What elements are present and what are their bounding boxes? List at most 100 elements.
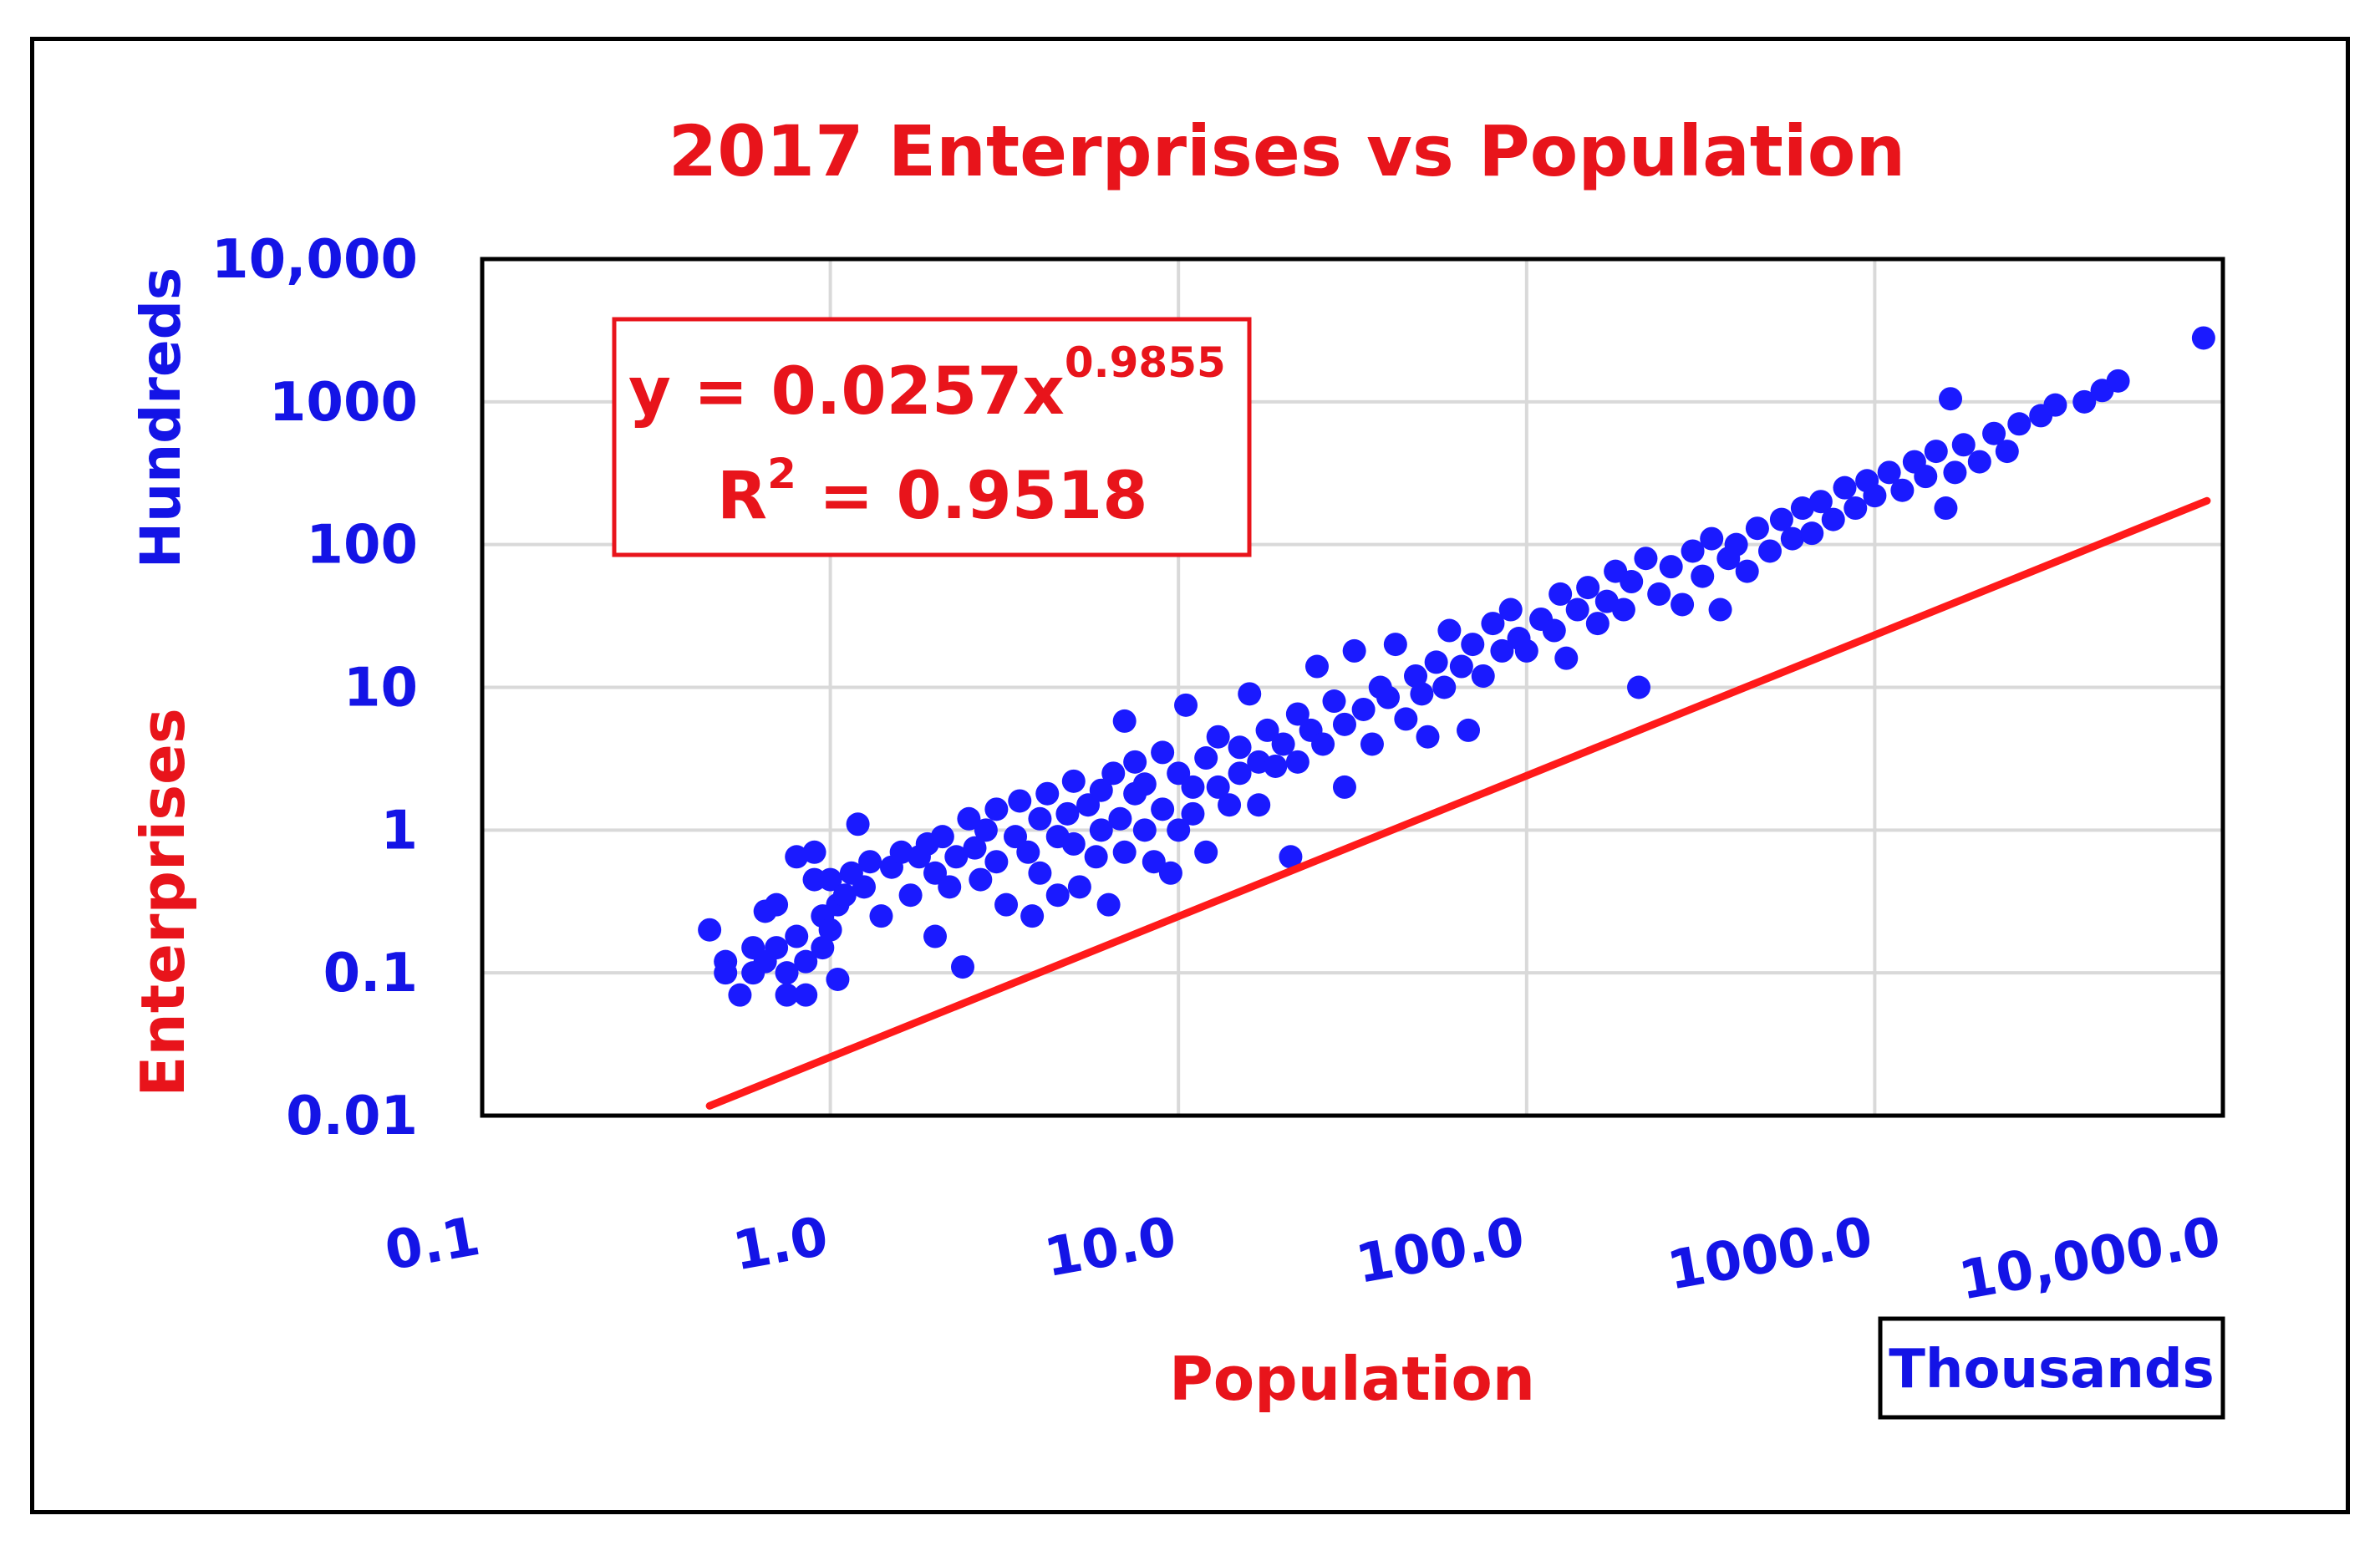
scatter-point xyxy=(1151,797,1175,821)
scatter-point xyxy=(1877,460,1901,485)
scatter-point xyxy=(984,850,1009,874)
equation-exponent: 0.9855 xyxy=(1065,338,1226,387)
r2-superscript: 2 xyxy=(767,450,796,498)
scatter-point xyxy=(1549,582,1573,606)
scatter-point xyxy=(1061,769,1086,793)
scatter-point xyxy=(1585,612,1610,636)
scatter-point xyxy=(1863,484,1887,508)
scatter-point xyxy=(1769,507,1793,531)
scatter-point xyxy=(889,840,913,864)
scatter-point xyxy=(728,983,752,1007)
scatter-point xyxy=(1416,725,1440,749)
scatter-point xyxy=(1833,475,1857,500)
scatter-point xyxy=(957,806,981,831)
scatter-point xyxy=(1424,650,1448,674)
scatter-point xyxy=(1096,892,1121,917)
scatter-point xyxy=(1167,761,1191,786)
scatter-point xyxy=(1304,654,1329,679)
chart-frame xyxy=(30,37,2350,1514)
scatter-point xyxy=(1691,564,1715,588)
scatter-point xyxy=(1084,845,1108,869)
scatter-point xyxy=(1228,735,1252,760)
scatter-point xyxy=(1576,576,1600,600)
scatter-point xyxy=(1167,818,1191,842)
scatter-point xyxy=(1724,532,1748,557)
svg-text:y = 0.0257x0.9855: y = 0.0257x0.9855 xyxy=(628,338,1226,430)
scatter-point xyxy=(1028,861,1052,885)
scatter-point xyxy=(1194,746,1218,770)
scatter-point xyxy=(1061,831,1086,856)
scatter-point xyxy=(1514,638,1538,663)
scatter-point xyxy=(1020,904,1045,928)
scatter-point xyxy=(1322,689,1346,714)
scatter-point xyxy=(785,924,809,948)
scatter-point xyxy=(2007,412,2032,436)
scatter-point xyxy=(1437,618,1462,643)
scatter-point xyxy=(1089,818,1113,842)
scatter-point xyxy=(1627,675,1651,699)
scatter-point xyxy=(1255,718,1279,742)
y-axis-ticks: 0.01 0.1 1 10 100 1000 10,000 xyxy=(211,229,418,1147)
scatter-point xyxy=(1490,638,1514,663)
scatter-point xyxy=(1735,559,1759,583)
scatter-point xyxy=(1045,883,1070,908)
x-tick-label: 100.0 xyxy=(1351,1206,1528,1296)
scatter-point xyxy=(794,983,818,1007)
scatter-point xyxy=(869,904,893,928)
y-tick-label: 10 xyxy=(343,658,418,720)
chart-title: 2017 Enterprises vs Population xyxy=(669,110,1905,192)
scatter-point xyxy=(1659,555,1683,579)
scatter-point xyxy=(1376,685,1401,709)
equation-text: y = 0.0257x xyxy=(628,354,1065,430)
scatter-point xyxy=(1383,633,1407,657)
scatter-point xyxy=(1112,709,1137,733)
scatter-point xyxy=(1914,465,1938,489)
scatter-point xyxy=(1745,516,1769,541)
scatter-point xyxy=(1461,633,1485,657)
scatter-point xyxy=(1995,440,2019,464)
scatter-point xyxy=(1132,772,1157,796)
scatter-point xyxy=(1008,789,1032,813)
scatter-point xyxy=(974,818,998,842)
scatter-point xyxy=(1016,840,1040,864)
scatter-point xyxy=(994,892,1019,917)
scatter-point xyxy=(2106,369,2130,393)
scatter-point xyxy=(1342,638,1366,663)
scatter-point xyxy=(1471,664,1495,688)
scatter-point xyxy=(1351,697,1376,721)
scatter-point xyxy=(1181,801,1205,826)
trendline xyxy=(705,496,2211,1110)
y-tick-label: 1 xyxy=(380,800,418,862)
scatter-point xyxy=(818,867,842,892)
scatter-point xyxy=(765,892,789,917)
scatter-point xyxy=(923,924,948,948)
scatter-point xyxy=(1158,861,1182,885)
x-units-label: Thousands xyxy=(1889,1339,2215,1401)
scatter-point xyxy=(846,812,870,837)
scatter-point xyxy=(1757,539,1782,563)
scatter-point xyxy=(818,918,842,942)
scatter-point xyxy=(1700,526,1724,551)
scatter-point xyxy=(1028,806,1052,831)
scatter-point xyxy=(1457,718,1481,742)
scatter-point xyxy=(1790,496,1814,521)
scatter-point xyxy=(1780,526,1804,551)
scatter-point xyxy=(698,918,722,942)
y-axis-label: Enterprises xyxy=(128,708,198,1096)
scatter-point xyxy=(1151,740,1175,765)
scatter-point xyxy=(1432,675,1457,699)
scatter-point xyxy=(969,867,993,892)
scatter-point xyxy=(858,850,882,874)
scatter-point xyxy=(1634,547,1658,571)
x-axis-label: Population xyxy=(1169,1344,1535,1414)
scatter-point xyxy=(775,961,799,985)
scatter-point xyxy=(1360,732,1384,756)
scatter-point xyxy=(984,797,1009,821)
scatter-point xyxy=(1238,682,1262,706)
x-units-box: Thousands xyxy=(1878,1316,2225,1420)
scatter-point xyxy=(1890,478,1915,502)
scatter-point xyxy=(1565,598,1589,622)
plot-area xyxy=(480,257,2225,1118)
scatter-point xyxy=(811,936,835,960)
